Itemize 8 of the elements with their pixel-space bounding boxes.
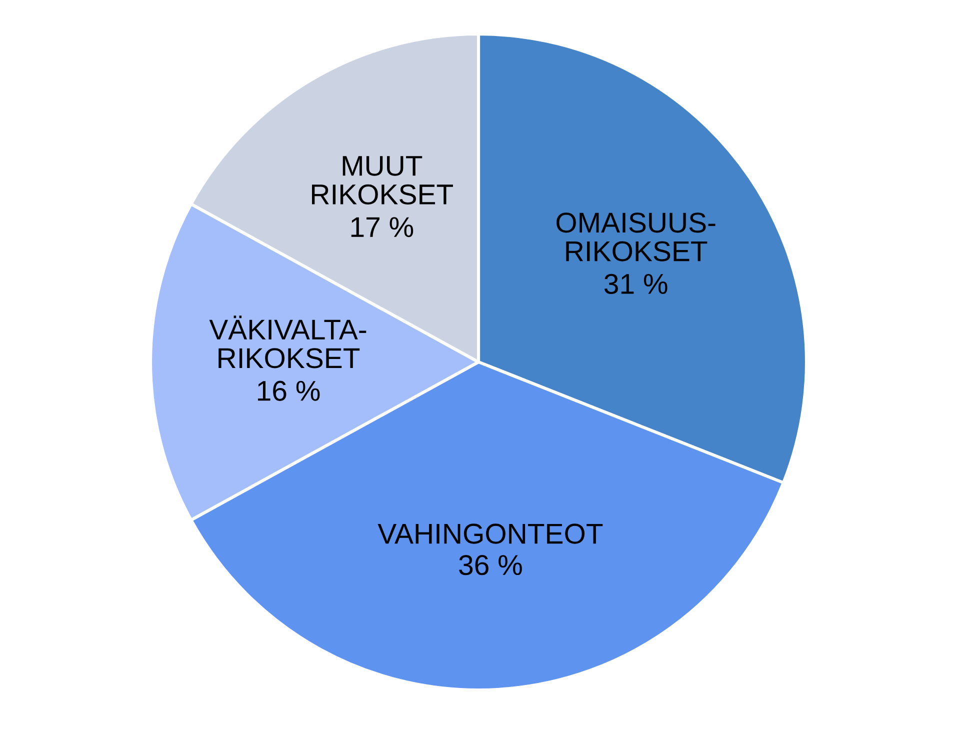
slice-label: VÄKIVALTA- RIKOKSET [209,316,366,368]
slice-label: MUUT RIKOKSET [312,156,453,205]
slice-label: VAHINGONTEOT [378,524,603,544]
slice-label: OMAISUUS- RIKOKSET [556,212,716,262]
data-label: 17 % [351,217,414,238]
data-label: 16 % [258,380,320,401]
data-label: 31 % [604,274,668,294]
data-label: 36 % [459,555,522,576]
